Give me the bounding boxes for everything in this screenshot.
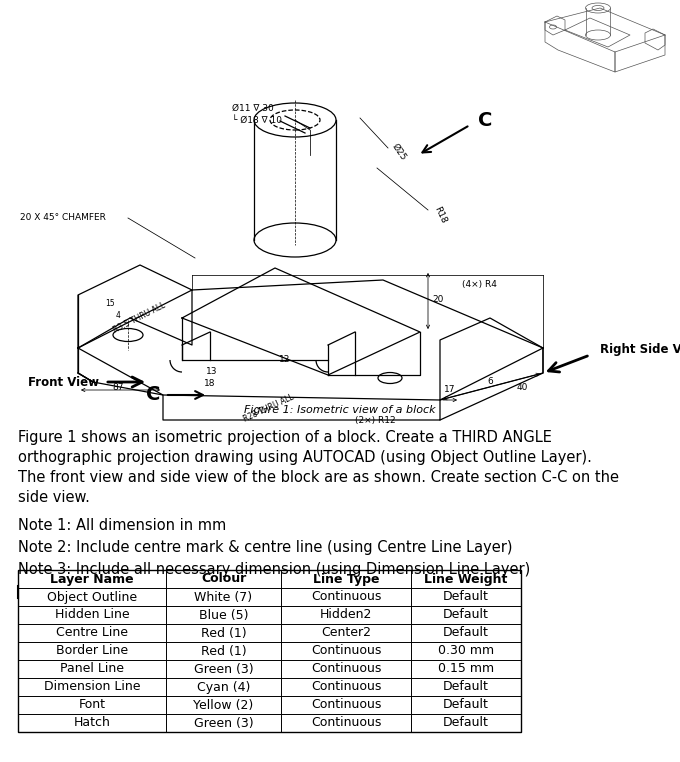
Text: 40: 40 xyxy=(516,383,528,392)
Text: R3.5 THRU ALL: R3.5 THRU ALL xyxy=(112,301,167,335)
Text: Line Type: Line Type xyxy=(313,572,379,585)
Text: side view.: side view. xyxy=(18,490,90,505)
Text: 18: 18 xyxy=(204,379,216,388)
Text: Centre Line: Centre Line xyxy=(56,626,128,639)
Text: 17: 17 xyxy=(444,386,456,395)
Text: Continuous: Continuous xyxy=(311,645,381,658)
Text: Border Line: Border Line xyxy=(56,645,128,658)
Text: 6: 6 xyxy=(487,377,493,386)
Text: 20 X 45° CHAMFER: 20 X 45° CHAMFER xyxy=(20,213,106,223)
Text: Red (1): Red (1) xyxy=(201,645,246,658)
Text: Continuous: Continuous xyxy=(311,680,381,693)
Text: C: C xyxy=(146,386,160,405)
Text: Center2: Center2 xyxy=(321,626,371,639)
Text: Dimension Line: Dimension Line xyxy=(44,680,140,693)
Text: 0.30 mm: 0.30 mm xyxy=(438,645,494,658)
Text: Note 1: All dimension in mm: Note 1: All dimension in mm xyxy=(18,518,226,533)
Text: Figure 1: Isometric view of a block: Figure 1: Isometric view of a block xyxy=(244,405,436,415)
Bar xyxy=(18,570,521,732)
Text: Green (3): Green (3) xyxy=(194,662,254,675)
Text: Object Outline: Object Outline xyxy=(47,591,137,604)
Text: Layer Name: Layer Name xyxy=(50,572,134,585)
Text: Hatch: Hatch xyxy=(73,716,110,729)
Text: Continuous: Continuous xyxy=(311,716,381,729)
Text: (4×) R4: (4×) R4 xyxy=(462,280,497,290)
Text: 4: 4 xyxy=(116,310,120,319)
Text: Default: Default xyxy=(443,591,489,604)
Text: R18: R18 xyxy=(432,205,447,225)
Text: 87: 87 xyxy=(112,383,124,392)
Text: Continuous: Continuous xyxy=(311,662,381,675)
Text: Hidden2: Hidden2 xyxy=(320,609,372,622)
Text: Yellow (2): Yellow (2) xyxy=(193,699,254,712)
Text: Font: Font xyxy=(78,699,105,712)
Text: Hidden Line: Hidden Line xyxy=(54,609,129,622)
Text: Continuous: Continuous xyxy=(311,591,381,604)
Text: The front view and side view of the block are as shown. Create section C-C on th: The front view and side view of the bloc… xyxy=(18,470,619,485)
Text: Colour: Colour xyxy=(201,572,246,585)
Text: Default: Default xyxy=(443,609,489,622)
Text: Note 3: Include all necessary dimension (using Dimension Line Layer): Note 3: Include all necessary dimension … xyxy=(18,562,530,577)
Text: 13: 13 xyxy=(206,367,218,376)
Text: (2×) R12: (2×) R12 xyxy=(355,415,396,424)
Text: └ Ø18 ∇ 10: └ Ø18 ∇ 10 xyxy=(232,116,282,124)
Text: Default: Default xyxy=(443,626,489,639)
Text: 0.15 mm: 0.15 mm xyxy=(438,662,494,675)
Text: Line Weight: Line Weight xyxy=(424,572,508,585)
Text: Panel Line: Panel Line xyxy=(60,662,124,675)
Text: Green (3): Green (3) xyxy=(194,716,254,729)
Text: Continuous: Continuous xyxy=(311,699,381,712)
Text: Ø25: Ø25 xyxy=(390,142,408,162)
Text: Cyan (4): Cyan (4) xyxy=(197,680,250,693)
Text: Right Side View: Right Side View xyxy=(600,344,680,357)
Text: Default: Default xyxy=(443,699,489,712)
Text: Blue (5): Blue (5) xyxy=(199,609,248,622)
Text: Figure 1 shows an isometric projection of a block. Create a THIRD ANGLE: Figure 1 shows an isometric projection o… xyxy=(18,430,552,445)
Text: orthographic projection drawing using AUTOCAD (using Object Outline Layer).: orthographic projection drawing using AU… xyxy=(18,450,592,465)
Text: Red (1): Red (1) xyxy=(201,626,246,639)
Text: 15: 15 xyxy=(105,299,115,308)
Text: R28 THRU ALL: R28 THRU ALL xyxy=(242,392,295,424)
Text: Ø11 ∇ 30: Ø11 ∇ 30 xyxy=(232,104,274,113)
Text: Default: Default xyxy=(443,716,489,729)
Text: 20: 20 xyxy=(432,296,443,305)
Text: White (7): White (7) xyxy=(194,591,252,604)
Text: C: C xyxy=(478,110,492,130)
Text: Note 2: Include centre mark & centre line (using Centre Line Layer): Note 2: Include centre mark & centre lin… xyxy=(18,540,513,555)
Text: Default: Default xyxy=(443,680,489,693)
Text: 12: 12 xyxy=(279,356,290,364)
Text: Front View: Front View xyxy=(28,376,99,389)
